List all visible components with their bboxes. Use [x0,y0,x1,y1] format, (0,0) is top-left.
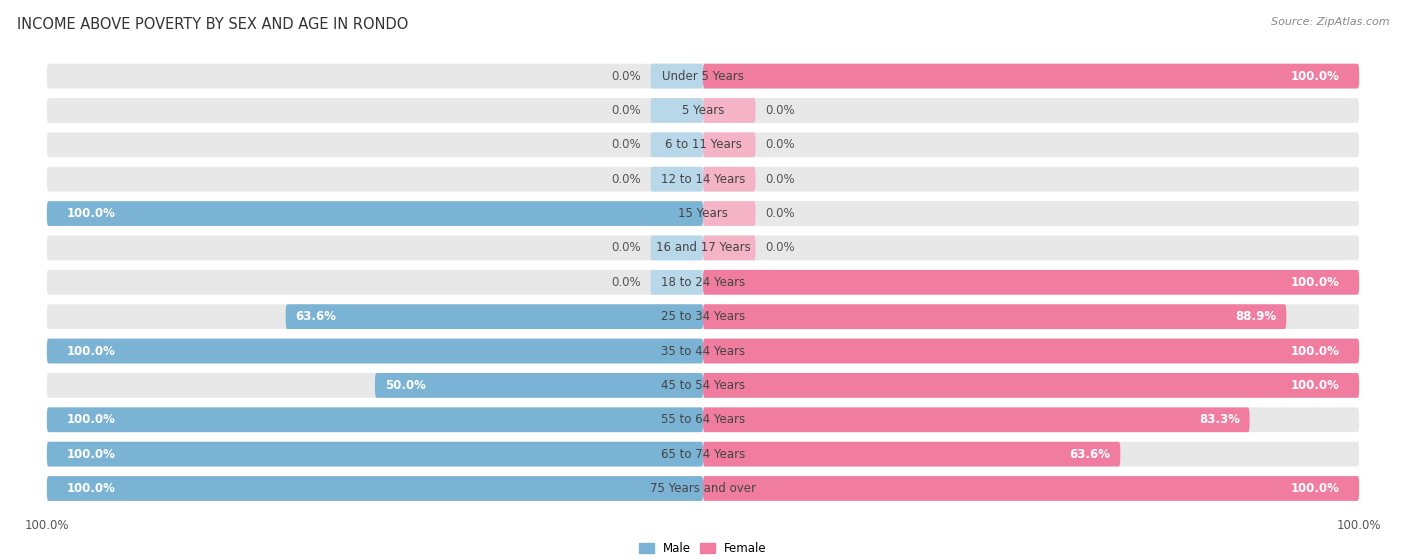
Text: 100.0%: 100.0% [66,207,115,220]
FancyBboxPatch shape [46,476,1360,501]
Text: 50.0%: 50.0% [385,379,426,392]
Text: 0.0%: 0.0% [612,69,641,83]
Text: 63.6%: 63.6% [1070,448,1111,461]
Text: 16 and 17 Years: 16 and 17 Years [655,241,751,254]
FancyBboxPatch shape [46,339,703,363]
FancyBboxPatch shape [651,167,703,192]
FancyBboxPatch shape [703,373,1360,398]
Text: 12 to 14 Years: 12 to 14 Years [661,173,745,186]
Text: 55 to 64 Years: 55 to 64 Years [661,413,745,427]
Text: 100.0%: 100.0% [1291,482,1340,495]
FancyBboxPatch shape [46,270,1360,295]
FancyBboxPatch shape [703,201,755,226]
Text: 0.0%: 0.0% [765,138,794,151]
FancyBboxPatch shape [375,373,703,398]
Text: 0.0%: 0.0% [612,276,641,289]
Legend: Male, Female: Male, Female [634,537,772,559]
Text: 88.9%: 88.9% [1236,310,1277,323]
Text: 100.0%: 100.0% [66,344,115,358]
Text: 0.0%: 0.0% [765,207,794,220]
FancyBboxPatch shape [703,132,755,157]
FancyBboxPatch shape [651,98,703,123]
Text: 100.0%: 100.0% [1291,344,1340,358]
Text: 100.0%: 100.0% [66,482,115,495]
FancyBboxPatch shape [46,373,1360,398]
Text: 35 to 44 Years: 35 to 44 Years [661,344,745,358]
FancyBboxPatch shape [46,408,703,432]
Text: 100.0%: 100.0% [25,519,69,532]
Text: 100.0%: 100.0% [66,413,115,427]
Text: 100.0%: 100.0% [66,448,115,461]
Text: 65 to 74 Years: 65 to 74 Years [661,448,745,461]
Text: 0.0%: 0.0% [612,173,641,186]
FancyBboxPatch shape [46,476,703,501]
FancyBboxPatch shape [703,270,1360,295]
Text: 0.0%: 0.0% [765,173,794,186]
FancyBboxPatch shape [651,132,703,157]
Text: 0.0%: 0.0% [612,241,641,254]
Text: Source: ZipAtlas.com: Source: ZipAtlas.com [1271,17,1389,27]
Text: 100.0%: 100.0% [1291,69,1340,83]
FancyBboxPatch shape [285,304,703,329]
FancyBboxPatch shape [703,408,1250,432]
FancyBboxPatch shape [651,235,703,260]
FancyBboxPatch shape [703,98,755,123]
FancyBboxPatch shape [703,64,1360,88]
FancyBboxPatch shape [703,304,1286,329]
FancyBboxPatch shape [46,201,703,226]
FancyBboxPatch shape [46,132,1360,157]
FancyBboxPatch shape [46,304,1360,329]
FancyBboxPatch shape [46,442,1360,467]
FancyBboxPatch shape [46,98,1360,123]
Text: 0.0%: 0.0% [765,241,794,254]
Text: 100.0%: 100.0% [1291,276,1340,289]
FancyBboxPatch shape [46,235,1360,260]
FancyBboxPatch shape [46,64,1360,88]
Text: INCOME ABOVE POVERTY BY SEX AND AGE IN RONDO: INCOME ABOVE POVERTY BY SEX AND AGE IN R… [17,17,408,32]
FancyBboxPatch shape [46,339,1360,363]
FancyBboxPatch shape [651,64,703,88]
Text: 18 to 24 Years: 18 to 24 Years [661,276,745,289]
FancyBboxPatch shape [703,442,1121,467]
FancyBboxPatch shape [46,201,1360,226]
Text: 75 Years and over: 75 Years and over [650,482,756,495]
Text: Under 5 Years: Under 5 Years [662,69,744,83]
Text: 0.0%: 0.0% [612,138,641,151]
Text: 100.0%: 100.0% [1337,519,1381,532]
Text: 0.0%: 0.0% [765,104,794,117]
FancyBboxPatch shape [703,235,755,260]
FancyBboxPatch shape [46,167,1360,192]
Text: 45 to 54 Years: 45 to 54 Years [661,379,745,392]
Text: 0.0%: 0.0% [612,104,641,117]
FancyBboxPatch shape [703,167,755,192]
Text: 25 to 34 Years: 25 to 34 Years [661,310,745,323]
Text: 100.0%: 100.0% [1291,379,1340,392]
Text: 6 to 11 Years: 6 to 11 Years [665,138,741,151]
FancyBboxPatch shape [46,408,1360,432]
FancyBboxPatch shape [46,442,703,467]
FancyBboxPatch shape [703,339,1360,363]
Text: 63.6%: 63.6% [295,310,336,323]
FancyBboxPatch shape [651,270,703,295]
Text: 83.3%: 83.3% [1199,413,1240,427]
Text: 15 Years: 15 Years [678,207,728,220]
Text: 5 Years: 5 Years [682,104,724,117]
FancyBboxPatch shape [703,476,1360,501]
